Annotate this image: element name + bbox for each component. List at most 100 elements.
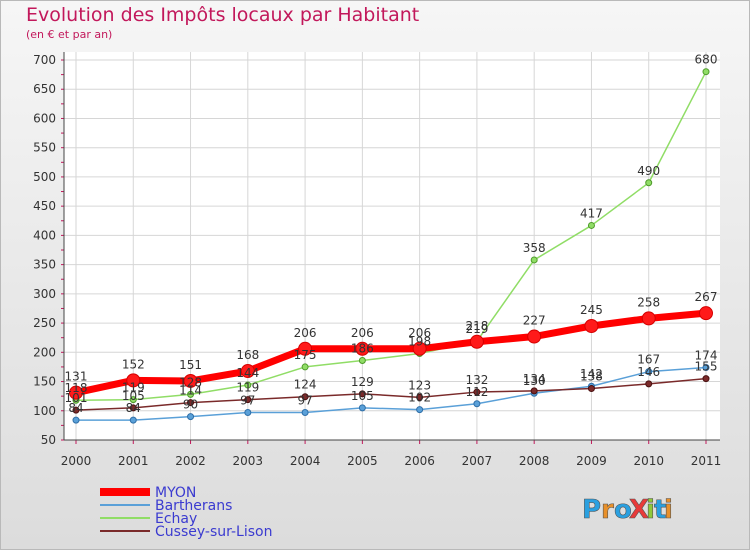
data-point-echay (187, 390, 195, 398)
data-point-bartherans (358, 404, 366, 412)
data-point-myon (355, 341, 370, 356)
data-point-cussey-sur-lison (301, 393, 309, 401)
data-point-bartherans (473, 400, 481, 408)
data-label-echay: 680 (695, 53, 718, 67)
data-label-echay: 175 (294, 348, 317, 362)
data-point-myon (183, 373, 198, 388)
data-point-echay (358, 356, 366, 364)
x-tick-label: 2005 (347, 454, 378, 468)
data-label-bartherans: 130 (523, 374, 546, 388)
data-point-echay (702, 68, 710, 76)
data-label-myon: 168 (236, 348, 259, 362)
data-label-myon: 206 (294, 326, 317, 340)
data-point-bartherans (244, 409, 252, 417)
data-label-echay: 198 (408, 334, 431, 348)
data-label-bartherans: 102 (408, 391, 431, 405)
data-point-cussey-sur-lison (587, 385, 595, 393)
chart-title: Evolution des Impôts locaux par Habitant (26, 4, 420, 26)
data-point-myon (69, 385, 83, 400)
x-tick-label: 2007 (462, 454, 493, 468)
data-label-echay: 417 (580, 206, 603, 220)
data-label-echay: 144 (236, 366, 259, 380)
series-line-bartherans (76, 366, 707, 421)
data-label-cussey-sur-lison: 124 (294, 378, 317, 392)
data-label-cussey-sur-lison: 123 (408, 378, 431, 392)
x-tick-label: 2011 (691, 454, 722, 468)
data-label-cussey-sur-lison: 134 (523, 372, 546, 386)
data-point-echay (530, 256, 538, 264)
data-point-bartherans (702, 364, 710, 372)
data-label-echay: 219 (465, 322, 488, 336)
data-point-cussey-sur-lison (645, 380, 653, 388)
data-label-bartherans: 97 (240, 394, 255, 408)
data-point-cussey-sur-lison (129, 404, 137, 412)
data-label-myon: 227 (523, 314, 546, 328)
x-tick-label: 2004 (290, 454, 321, 468)
data-point-echay (244, 381, 252, 389)
plot-area (64, 52, 720, 440)
data-label-myon: 206 (351, 326, 374, 340)
data-point-myon (298, 341, 313, 356)
legend-label-cussey-sur-lison: Cussey-sur-Lison (155, 524, 272, 540)
data-label-cussey-sur-lison: 129 (351, 375, 374, 389)
data-label-echay: 358 (523, 241, 546, 255)
data-point-cussey-sur-lison (187, 399, 195, 407)
data-label-cussey-sur-lison: 114 (179, 384, 202, 398)
logo-letter: r (601, 495, 614, 525)
data-label-bartherans: 84 (126, 401, 141, 415)
data-label-echay: 128 (179, 375, 202, 389)
logo-letter: o (614, 495, 632, 525)
data-label-myon: 131 (65, 370, 88, 384)
y-tick-label: 250 (33, 316, 56, 330)
logo-letter: P (582, 495, 601, 525)
data-point-myon (240, 364, 255, 379)
data-point-bartherans (301, 409, 309, 417)
data-point-cussey-sur-lison (416, 393, 424, 401)
legend-label-bartherans: Bartherans (155, 498, 232, 514)
y-tick-label: 450 (33, 199, 56, 213)
data-point-bartherans (416, 406, 424, 414)
data-point-myon (412, 341, 427, 356)
data-label-cussey-sur-lison: 146 (637, 365, 660, 379)
data-label-cussey-sur-lison: 155 (695, 360, 718, 374)
logo-letter: t (654, 495, 666, 525)
data-label-myon: 151 (179, 358, 202, 372)
data-point-myon (584, 319, 599, 333)
y-tick-label: 550 (33, 141, 56, 155)
x-tick-label: 2003 (233, 454, 264, 468)
data-point-cussey-sur-lison (72, 406, 80, 414)
data-label-myon: 245 (580, 303, 603, 317)
data-point-cussey-sur-lison (530, 387, 538, 395)
data-label-myon: 258 (637, 295, 660, 309)
data-point-bartherans (129, 416, 137, 424)
data-point-bartherans (645, 368, 653, 376)
data-point-myon (527, 329, 542, 344)
y-tick-label: 650 (33, 82, 56, 96)
data-label-echay: 119 (122, 381, 145, 395)
data-point-myon (469, 334, 484, 349)
y-tick-label: 300 (33, 287, 56, 301)
data-label-bartherans: 84 (68, 401, 83, 415)
data-point-echay (645, 179, 653, 187)
y-tick-label: 150 (33, 375, 56, 389)
logo-letter: i (646, 495, 655, 525)
y-tick-label: 50 (41, 433, 56, 447)
logo-letter: X (629, 495, 649, 525)
logo-letter: i (664, 495, 673, 525)
data-point-myon (699, 306, 713, 321)
data-label-cussey-sur-lison: 105 (122, 389, 145, 403)
data-point-cussey-sur-lison (244, 396, 252, 404)
legend-label-echay: Echay (155, 511, 197, 527)
x-tick-label: 2008 (519, 454, 550, 468)
data-label-bartherans: 90 (183, 398, 198, 412)
y-tick-label: 600 (33, 111, 56, 125)
data-point-myon (126, 373, 141, 388)
series-line-myon (75, 309, 707, 397)
data-label-echay: 490 (637, 164, 660, 178)
y-tick-label: 700 (33, 53, 56, 67)
y-tick-label: 400 (33, 228, 56, 242)
data-point-cussey-sur-lison (702, 375, 710, 383)
data-label-cussey-sur-lison: 132 (465, 373, 488, 387)
